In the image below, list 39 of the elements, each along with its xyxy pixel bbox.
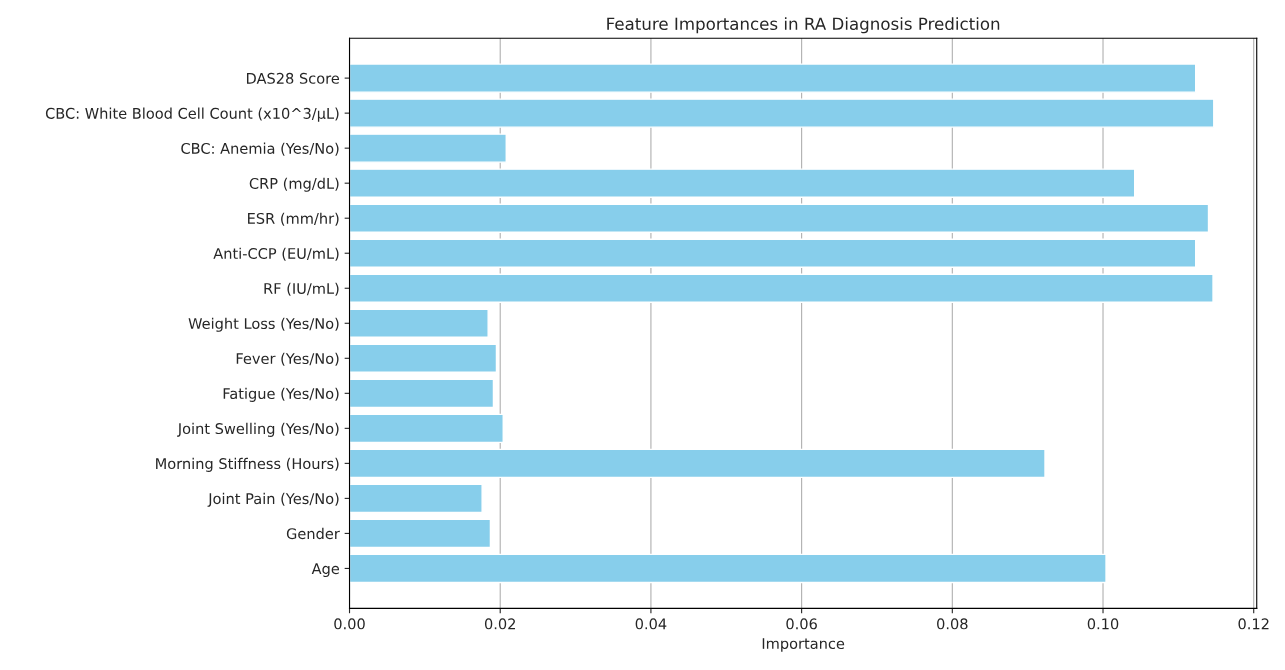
y-tick-label: Anti-CCP (EU/mL): [213, 247, 339, 261]
y-tick-label: Gender: [286, 527, 340, 540]
bar: [349, 483, 483, 514]
y-tick-label: CBC: Anemia (Yes/No): [181, 142, 339, 156]
bar: [349, 238, 1197, 268]
chart-title: Feature Importances in RA Diagnosis Prediction: [607, 17, 1000, 34]
x-tick-label: 0.02: [484, 618, 515, 630]
x-tick-label: 0.00: [334, 618, 365, 630]
x-tick-label: 0.08: [937, 618, 968, 630]
bar: [349, 343, 498, 374]
y-tick-label: Morning Stiffness (Hours): [156, 457, 339, 472]
bar: [349, 168, 1136, 198]
x-axis-title: Importance: [762, 638, 845, 652]
x-tick-label: 0.04: [635, 618, 667, 630]
bar: [349, 413, 504, 444]
x-tick-label: 0.06: [786, 618, 817, 630]
y-tick-label: CRP (mg/dL): [249, 177, 339, 192]
bar: [349, 133, 507, 163]
y-tick-label: Fatigue (Yes/No): [223, 387, 339, 402]
bar: [349, 448, 1046, 479]
y-tick-label: DAS28 Score: [246, 72, 340, 84]
y-tick-label: RF (IU/mL): [264, 282, 339, 296]
y-tick-label: CBC: White Blood Cell Count (x10^3/µL): [45, 107, 339, 122]
y-tick-label: Joint Swelling (Yes/No): [177, 422, 339, 437]
bar: [349, 273, 1214, 303]
y-tick-label: Joint Pain (Yes/No): [207, 492, 339, 507]
y-tick-label: Age: [311, 563, 340, 578]
y-tick-label: Weight Loss (Yes/No): [188, 317, 339, 332]
x-tick-label: 0.12: [1238, 618, 1269, 630]
bar: [349, 98, 1215, 128]
bar: [349, 553, 1107, 584]
bar: [349, 308, 489, 338]
y-tick-label: Fever (Yes/No): [236, 352, 339, 366]
bar: [349, 518, 492, 549]
y-tick-label: ESR (mm/hr): [248, 212, 339, 226]
bar: [349, 63, 1197, 93]
x-tick-label: 0.10: [1087, 618, 1119, 630]
bar: [349, 203, 1210, 233]
bar: [349, 378, 495, 409]
